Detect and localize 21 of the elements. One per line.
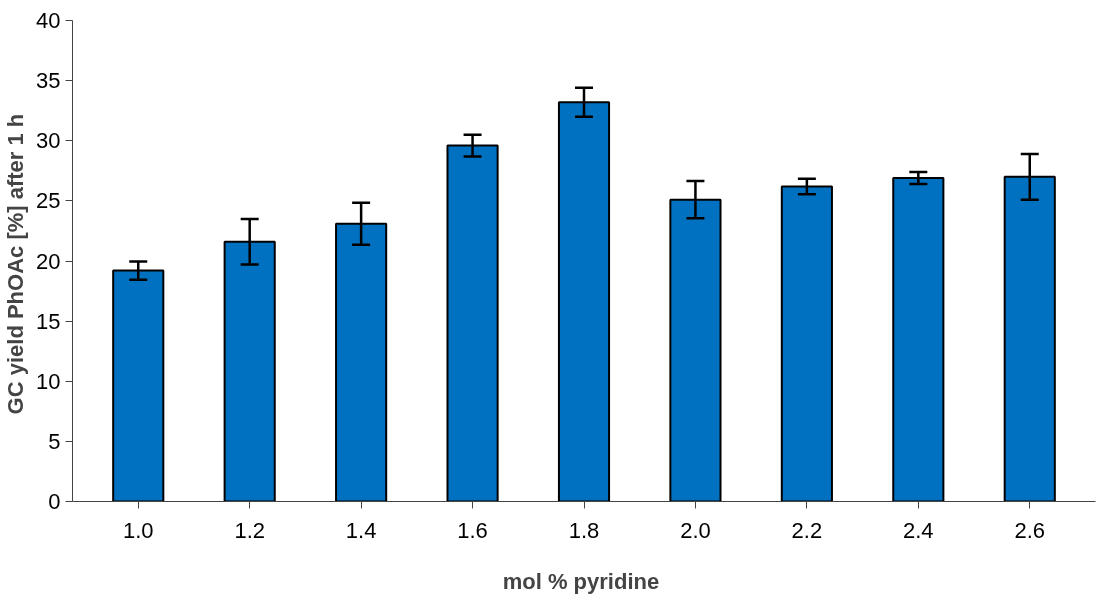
x-tick-label: 1.8 <box>568 517 600 543</box>
y-tick-label: 40 <box>36 8 61 33</box>
x-tick-label: 1.6 <box>457 517 488 543</box>
y-tick-label: 35 <box>36 68 61 94</box>
bar <box>892 177 945 502</box>
x-tick-label: 2.2 <box>791 517 823 543</box>
y-axis-title: GC yield PhOAc [%] after 1 h <box>3 113 29 415</box>
x-axis-title: mol % pyridine <box>502 568 660 594</box>
y-tick-label: 0 <box>48 489 61 514</box>
y-tick-label: 15 <box>36 308 61 334</box>
x-tick-label: 2.6 <box>1014 517 1046 543</box>
x-tick-label: 1.4 <box>345 517 377 543</box>
x-tick-label: 2.0 <box>680 517 711 543</box>
y-tick-label: 25 <box>36 188 61 214</box>
y-tick-label: 10 <box>36 368 61 394</box>
y-tick-label: 20 <box>36 248 61 274</box>
y-tick-label: 5 <box>48 428 61 454</box>
y-tick-label: 30 <box>36 128 61 154</box>
x-tick-label: 1.0 <box>122 517 154 543</box>
x-tick-label: 2.4 <box>903 517 934 543</box>
x-tick-label: 1.2 <box>234 517 265 543</box>
